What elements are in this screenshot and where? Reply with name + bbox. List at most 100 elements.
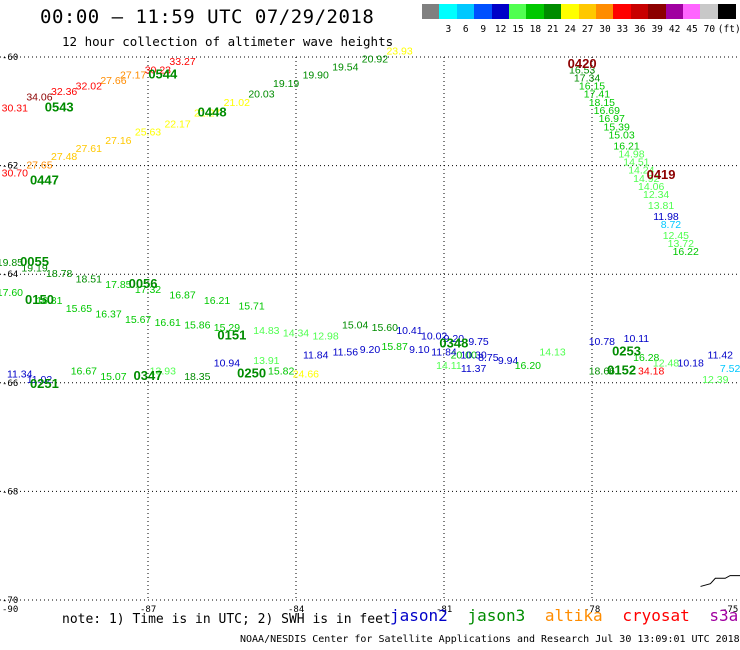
scale-swatch: [561, 4, 580, 19]
scale-swatch: [648, 4, 667, 19]
scale-label: 39: [651, 24, 663, 35]
wave-height-value: 34.06: [26, 91, 52, 103]
wave-height-value: 16.37: [95, 309, 121, 321]
wave-height-value: 20.00: [451, 349, 477, 361]
track-time-label: 0544: [148, 67, 178, 82]
wave-height-value: 15.82: [268, 366, 294, 378]
wave-height-value: 10.02: [421, 330, 447, 342]
legend-jason3: jason3: [467, 606, 526, 625]
wave-height-value: 32.36: [51, 86, 77, 98]
wave-height-value: 11.84: [303, 349, 329, 361]
wave-height-value: 32.02: [76, 81, 102, 93]
footer-note: note: 1) Time is in UTC; 2) SWH is in fe…: [62, 612, 391, 627]
wave-height-value: 15.04: [342, 320, 368, 332]
scale-swatch: [717, 4, 736, 19]
wave-height-value: 15.03: [608, 129, 634, 141]
wave-height-value: 16.67: [71, 366, 97, 378]
wave-height-value: 14.51: [623, 157, 649, 169]
track-time-label: 0420: [568, 56, 597, 71]
wave-height-value: 18.15: [589, 97, 615, 109]
scale-label: 9: [480, 24, 487, 35]
wave-height-value: 30.23: [145, 64, 171, 76]
lat-label: -60: [2, 53, 18, 63]
scale-swatch: [596, 4, 614, 19]
scale-swatch: [509, 4, 527, 19]
track-time-label: 0250: [237, 365, 266, 380]
wave-height-value: 12.34: [643, 189, 669, 201]
scale-label: 24: [564, 24, 576, 35]
lat-label: -68: [2, 487, 18, 497]
wave-height-value: 17.34: [574, 72, 600, 84]
wave-height-value: 23.93: [386, 45, 412, 57]
wave-height-value: 14.13: [539, 347, 565, 359]
wave-height-value: 21.27: [194, 108, 220, 120]
wave-height-value: 30.70: [2, 167, 28, 179]
scale-swatch: [474, 4, 493, 19]
track-time-label: 0419: [647, 167, 676, 182]
wave-height-value: 27.65: [26, 159, 52, 171]
wave-height-value: 15.07: [100, 371, 126, 383]
wave-height-value: 18.51: [76, 273, 102, 285]
track-time-label: 0152: [607, 363, 636, 378]
wave-height-value: 10.41: [396, 325, 422, 337]
wave-height-value: 16.28: [633, 352, 659, 364]
wave-height-value: 9.10: [409, 344, 430, 356]
track-time-label: 0251: [30, 376, 59, 391]
lon-label: -81: [436, 605, 452, 615]
legend-cryosat: cryosat: [622, 606, 690, 625]
wave-height-value: 14.92: [633, 173, 659, 185]
satellite-legend: jason2 jason3 altika cryosat s3a: [390, 606, 740, 625]
wave-height-value: 22.17: [164, 119, 190, 131]
scale-label: 42: [668, 24, 681, 35]
scale-swatch: [439, 4, 458, 19]
track-time-label: 0055: [20, 254, 49, 269]
wave-height-value: 9.94: [498, 355, 519, 367]
wave-height-value: 19.90: [303, 70, 329, 82]
wave-height-value: 14.98: [618, 148, 644, 160]
wave-height-value: 8.72: [661, 219, 682, 231]
wave-height-value: 30.31: [2, 102, 28, 114]
wave-height-value: 33.27: [169, 56, 195, 68]
wave-height-value: 11.56: [333, 347, 359, 359]
wave-height-value: 16.53: [569, 64, 595, 76]
wave-height-value: 19.19: [273, 78, 299, 90]
wave-height-value: 15.65: [66, 303, 92, 315]
lon-label: -78: [584, 605, 600, 615]
scale-swatch: [700, 4, 719, 19]
track-time-label: 0056: [129, 276, 158, 291]
wave-height-value: 11.98: [653, 211, 679, 223]
track-time-label: 0448: [198, 105, 227, 120]
scale-label: 45: [686, 24, 698, 35]
wave-height-value: 17.41: [584, 89, 610, 101]
wave-height-value: 16.21: [613, 140, 639, 152]
scale-label: 36: [634, 24, 646, 35]
wave-height-value: 15.29: [214, 322, 240, 334]
page-subtitle: 12 hour collection of altimeter wave hei…: [62, 34, 394, 49]
wave-height-value: 9.20: [360, 344, 381, 356]
scale-label: (ft): [717, 24, 740, 35]
wave-height-value: 11.84: [431, 347, 457, 359]
wave-height-value: 14.83: [253, 325, 279, 337]
wave-height-value: 21.02: [224, 97, 250, 109]
wave-height-value: 19.54: [332, 62, 358, 74]
wave-height-value: 15.87: [382, 341, 408, 353]
scale-label: 15: [512, 24, 524, 35]
wave-height-value: 15.60: [372, 322, 398, 334]
wave-height-value: 13.91: [253, 355, 279, 367]
track-time-label: 0447: [30, 173, 59, 188]
wave-height-value: 10.18: [678, 358, 704, 370]
track-time-label: 0348: [439, 336, 468, 351]
wave-height-value: 11.34: [7, 368, 33, 380]
legend-jason2: jason2: [390, 606, 448, 625]
lat-label: -62: [2, 162, 18, 172]
wave-height-value: 7.52: [720, 363, 740, 375]
scale-label: 18: [529, 24, 542, 35]
scale-swatch: [491, 4, 510, 19]
wave-height-value: 13.93: [150, 366, 176, 378]
scale-label: 21: [547, 24, 559, 35]
wave-height-value: 20.92: [362, 53, 388, 65]
track-time-label: 0543: [45, 99, 74, 114]
wave-height-value: 12.98: [312, 330, 338, 342]
scale-label: 6: [462, 24, 469, 35]
